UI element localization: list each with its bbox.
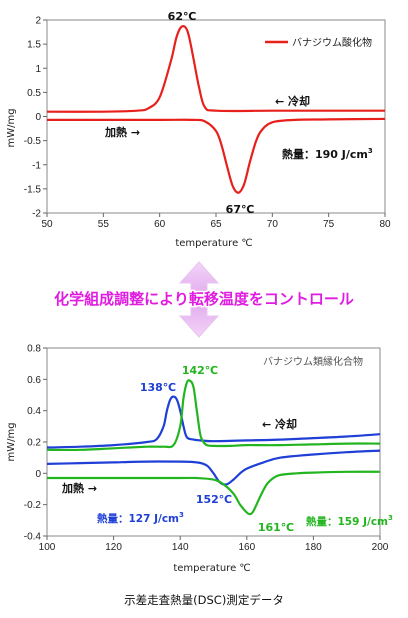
peak-label-142: 142℃ [182,364,218,377]
bottom-series-line-3 [47,470,381,516]
top-peak-cool-label: 62℃ [168,10,197,23]
bottom-y-axis-label: mW/mg [6,422,17,461]
bottom-x-axis-label: temperature ℃ [173,563,250,574]
bottom-xtick-label: 160 [238,542,255,553]
bottom-enthalpy-blue: 熱量：127 J/cm3 [97,511,184,525]
top-enthalpy-label: 熱量：190 J/cm3 [282,147,373,161]
bottom-xtick-label: 140 [172,542,189,553]
top-series [46,24,386,194]
top-ytick-label: -1 [32,160,41,171]
top-xtick-label: 60 [154,219,166,230]
top-xtick-label: 65 [210,219,222,230]
peak-label-138: 138℃ [140,381,176,394]
bottom-in-plot-title: バナジウム類縁化合物 [263,355,363,368]
bottom-x-ticks: 100 120 140 160 180 200 [39,536,389,553]
bottom-ytick-label: 0.6 [27,375,41,386]
peak-label-152: 152℃ [196,493,232,506]
bottom-enthalpy-green: 熱量：159 J/cm3 [306,514,393,528]
top-ytick-label: 0 [35,112,41,123]
top-ytick-label: 0.5 [27,88,41,99]
top-ytick-label: -0.5 [24,136,42,147]
top-xtick-label: 80 [379,219,391,230]
bottom-ytick-label: -0.2 [24,500,42,511]
bottom-ytick-label: 0.4 [27,406,41,417]
top-ytick-label: 1 [35,64,41,75]
top-peak-heat-label: 67℃ [226,203,255,216]
bottom-chart: 0.8 0.6 0.4 0.2 0 -0.2 -0.4 100 120 140 160 180 200… [6,344,393,575]
bottom-heat-label: 加熱 → [61,481,97,495]
bottom-series-line-0 [46,395,381,449]
double-arrow-icon [178,261,220,338]
bottom-ytick-label: 0 [35,469,41,480]
bottom-y-ticks: 0.8 0.6 0.4 0.2 0 -0.2 -0.4 [24,344,47,543]
bottom-xtick-label: 120 [105,542,122,553]
bottom-series-line-2 [46,379,381,452]
top-x-ticks: 50 55 60 65 70 75 80 [41,213,391,230]
bottom-xtick-label: 180 [305,542,322,553]
top-chart: 2 1.5 1 0.5 0 -0.5 -1 -1.5 -2 50 55 60 65 70 75 80 mW/… [6,10,391,249]
top-series-line-0 [46,24,385,113]
top-heat-label: 加熱 → [104,125,140,139]
figure-caption: 示差走査熱量(DSC)測定データ [124,593,284,607]
peak-label-161: 161℃ [258,521,294,534]
top-plot-area [46,19,386,214]
legend-label: バナジウム酸化物 [292,36,372,49]
bottom-ytick-label: 0.8 [27,344,41,355]
top-xtick-label: 50 [41,219,53,230]
top-legend: バナジウム酸化物 [265,36,372,49]
top-xtick-label: 75 [323,219,335,230]
top-series-line-1 [47,117,386,194]
top-ytick-label: -2 [32,209,41,220]
top-xtick-label: 70 [267,219,279,230]
banner-text: 化学組成調整により転移温度をコントロール [54,290,354,308]
bottom-series [46,379,381,516]
top-ytick-label: 2 [35,16,41,27]
top-y-ticks: 2 1.5 1 0.5 0 -0.5 -1 -1.5 -2 [24,16,47,220]
bottom-cool-label: ← 冷却 [262,417,297,431]
top-x-axis-label: temperature ℃ [175,238,252,249]
top-cool-label: ← 冷却 [275,94,310,108]
top-ytick-label: -1.5 [24,184,42,195]
top-ytick-label: 1.5 [27,40,41,51]
bottom-xtick-label: 200 [372,542,389,553]
top-xtick-label: 55 [98,219,110,230]
bottom-ytick-label: -0.4 [24,532,42,543]
top-y-axis-label: mW/mg [6,108,17,147]
bottom-xtick-label: 100 [39,542,56,553]
bottom-ytick-label: 0.2 [27,438,41,449]
